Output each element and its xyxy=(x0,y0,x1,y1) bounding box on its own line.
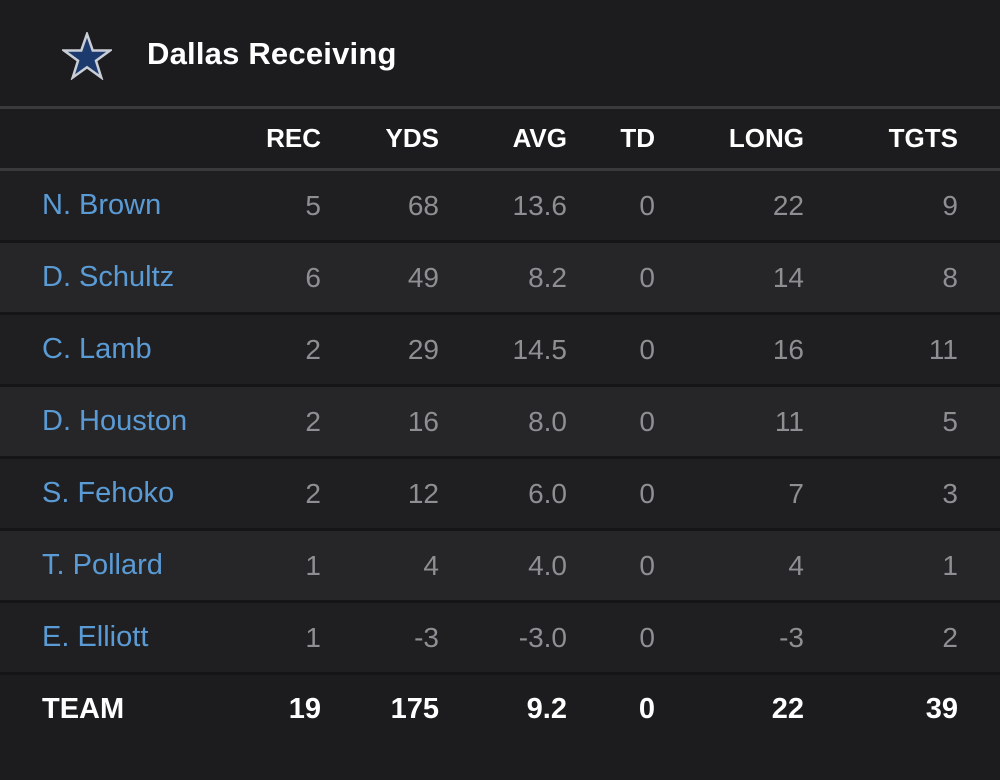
player-link[interactable]: T. Pollard xyxy=(0,529,220,603)
long-cell: 22 xyxy=(655,169,804,243)
long-cell: 11 xyxy=(655,385,804,459)
team-header: Dallas Receiving xyxy=(0,0,1000,106)
player-link[interactable]: S. Fehoko xyxy=(0,457,220,531)
avg-cell: 4.0 xyxy=(439,529,567,603)
table-row: E. Elliott 1 -3 -3.0 0 -3 2 xyxy=(0,601,1000,675)
rec-cell: 2 xyxy=(220,385,321,459)
player-link[interactable]: D. Houston xyxy=(0,385,220,459)
table-row: C. Lamb 2 29 14.5 0 16 11 xyxy=(0,313,1000,387)
tgts-cell: 1 xyxy=(804,529,1000,603)
long-cell: 4 xyxy=(655,529,804,603)
player-link[interactable]: C. Lamb xyxy=(0,313,220,387)
total-yds-cell: 175 xyxy=(321,673,439,744)
yds-cell: 16 xyxy=(321,385,439,459)
rec-cell: 2 xyxy=(220,457,321,531)
td-cell: 0 xyxy=(567,385,655,459)
column-header-tgts[interactable]: TGTS xyxy=(804,109,1000,171)
column-header-rec[interactable]: REC xyxy=(220,109,321,171)
avg-cell: 8.0 xyxy=(439,385,567,459)
yds-cell: 12 xyxy=(321,457,439,531)
avg-cell: 14.5 xyxy=(439,313,567,387)
dallas-star-icon xyxy=(62,32,112,80)
yds-cell: 29 xyxy=(321,313,439,387)
avg-cell: 8.2 xyxy=(439,241,567,315)
td-cell: 0 xyxy=(567,169,655,243)
team-total-label: TEAM xyxy=(0,673,220,744)
rec-cell: 1 xyxy=(220,529,321,603)
header-divider xyxy=(0,106,1000,109)
avg-cell: 13.6 xyxy=(439,169,567,243)
long-cell: 7 xyxy=(655,457,804,531)
total-long-cell: 22 xyxy=(655,673,804,744)
column-header-td[interactable]: TD xyxy=(567,109,655,171)
long-cell: -3 xyxy=(655,601,804,675)
td-cell: 0 xyxy=(567,601,655,675)
rec-cell: 2 xyxy=(220,313,321,387)
tgts-cell: 9 xyxy=(804,169,1000,243)
column-header-player xyxy=(0,109,220,171)
table-row: D. Schultz 6 49 8.2 0 14 8 xyxy=(0,241,1000,315)
table-row: S. Fehoko 2 12 6.0 0 7 3 xyxy=(0,457,1000,531)
avg-cell: -3.0 xyxy=(439,601,567,675)
yds-cell: 4 xyxy=(321,529,439,603)
yds-cell: 68 xyxy=(321,169,439,243)
column-header-long[interactable]: LONG xyxy=(655,109,804,171)
receiving-table: REC YDS AVG TD LONG TGTS N. Brown 5 68 1… xyxy=(0,109,1000,744)
rec-cell: 5 xyxy=(220,169,321,243)
column-header-avg[interactable]: AVG xyxy=(439,109,567,171)
long-cell: 14 xyxy=(655,241,804,315)
long-cell: 16 xyxy=(655,313,804,387)
total-tgts-cell: 39 xyxy=(804,673,1000,744)
avg-cell: 6.0 xyxy=(439,457,567,531)
total-avg-cell: 9.2 xyxy=(439,673,567,744)
table-row: N. Brown 5 68 13.6 0 22 9 xyxy=(0,169,1000,243)
rec-cell: 1 xyxy=(220,601,321,675)
page-title: Dallas Receiving xyxy=(147,36,397,71)
player-link[interactable]: E. Elliott xyxy=(0,601,220,675)
td-cell: 0 xyxy=(567,313,655,387)
yds-cell: -3 xyxy=(321,601,439,675)
player-link[interactable]: D. Schultz xyxy=(0,241,220,315)
team-total-row: TEAM 19 175 9.2 0 22 39 xyxy=(0,673,1000,744)
tgts-cell: 11 xyxy=(804,313,1000,387)
tgts-cell: 3 xyxy=(804,457,1000,531)
td-cell: 0 xyxy=(567,457,655,531)
tgts-cell: 8 xyxy=(804,241,1000,315)
tgts-cell: 5 xyxy=(804,385,1000,459)
player-link[interactable]: N. Brown xyxy=(0,169,220,243)
yds-cell: 49 xyxy=(321,241,439,315)
td-cell: 0 xyxy=(567,529,655,603)
table-row: T. Pollard 1 4 4.0 0 4 1 xyxy=(0,529,1000,603)
tgts-cell: 2 xyxy=(804,601,1000,675)
table-header-row: REC YDS AVG TD LONG TGTS xyxy=(0,109,1000,171)
td-cell: 0 xyxy=(567,241,655,315)
rec-cell: 6 xyxy=(220,241,321,315)
table-row: D. Houston 2 16 8.0 0 11 5 xyxy=(0,385,1000,459)
total-rec-cell: 19 xyxy=(220,673,321,744)
column-header-yds[interactable]: YDS xyxy=(321,109,439,171)
total-td-cell: 0 xyxy=(567,673,655,744)
